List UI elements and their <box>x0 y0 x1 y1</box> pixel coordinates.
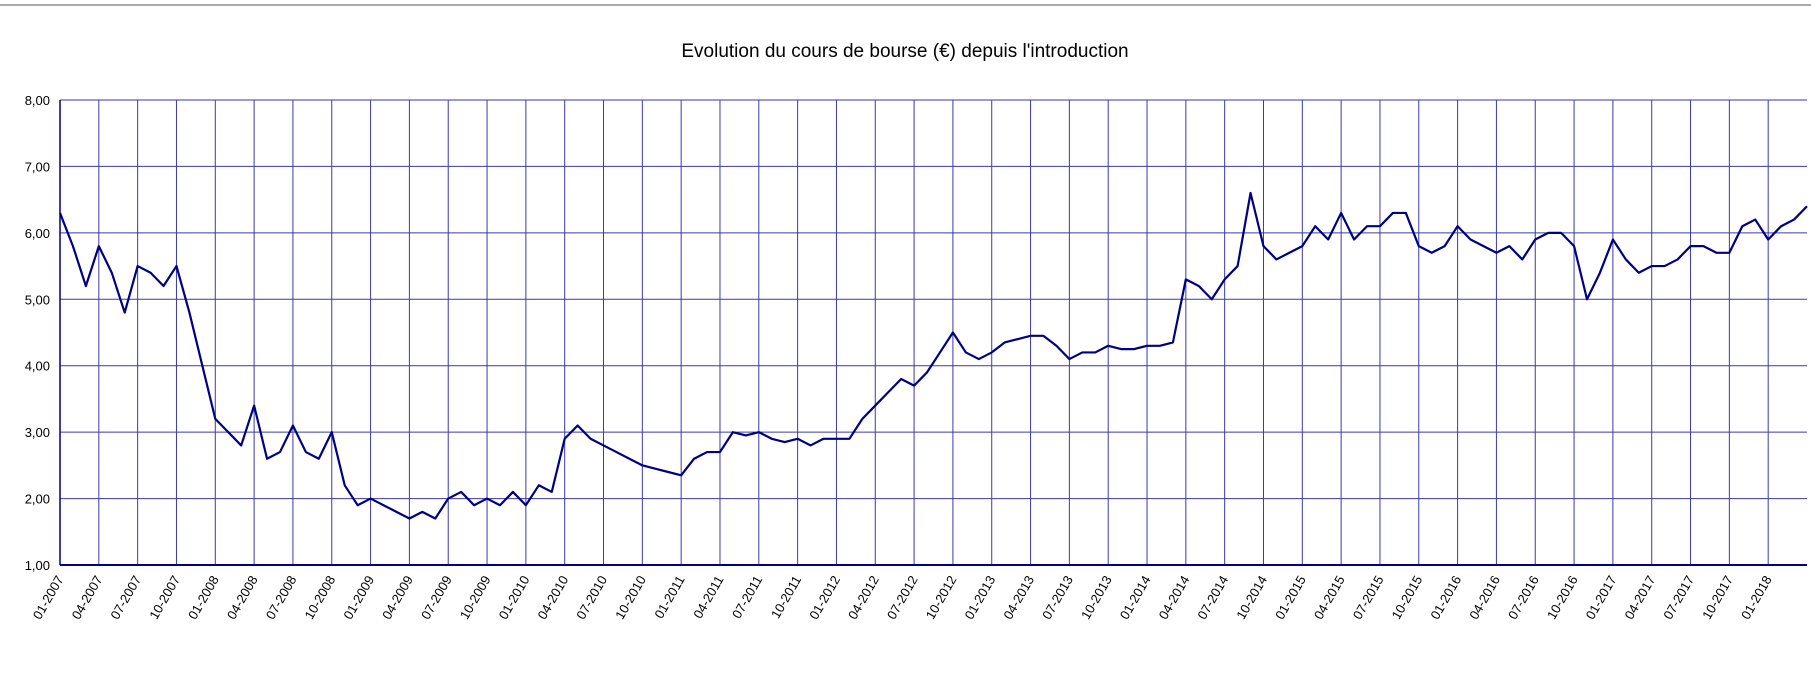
chart-title: Evolution du cours de bourse (€) depuis … <box>681 41 1128 62</box>
x-tick-label: 04-2011 <box>690 573 726 621</box>
x-tick-label: 01-2007 <box>30 573 67 622</box>
price-line <box>58 191 1808 520</box>
y-tick-label: 7,00 <box>25 159 50 174</box>
x-tick-label: 10-2016 <box>1544 573 1581 622</box>
y-tick-label: 2,00 <box>25 492 50 507</box>
x-tick-label: 07-2009 <box>418 573 455 622</box>
x-tick-label: 10-2011 <box>768 573 804 621</box>
x-tick-label: 01-2018 <box>1738 573 1775 622</box>
y-tick-label: 3,00 <box>25 425 50 440</box>
x-tick-label: 04-2010 <box>534 573 571 622</box>
y-tick-label: 4,00 <box>25 359 50 374</box>
x-tick-label: 10-2015 <box>1389 573 1426 622</box>
x-tick-label: 01-2008 <box>185 573 222 622</box>
x-tick-label: 04-2014 <box>1156 573 1193 622</box>
x-tick-label: 04-2007 <box>69 573 106 622</box>
x-tick-label: 10-2007 <box>146 573 183 622</box>
x-tick-label: 07-2007 <box>107 573 144 622</box>
y-tick-label: 6,00 <box>25 226 50 241</box>
x-tick-label: 04-2016 <box>1466 573 1503 622</box>
y-tick-label: 1,00 <box>25 558 50 573</box>
y-tick-label: 5,00 <box>25 292 50 307</box>
x-tick-label: 07-2008 <box>263 573 300 622</box>
x-tick-label: 10-2014 <box>1233 573 1270 622</box>
x-tick-label: 07-2010 <box>573 573 610 622</box>
x-tick-label: 10-2013 <box>1078 573 1115 622</box>
x-tick-label: 07-2016 <box>1505 573 1542 622</box>
x-tick-label: 01-2009 <box>340 573 377 622</box>
y-tick-label: 8,00 <box>25 93 50 108</box>
x-tick-label: 01-2017 <box>1583 573 1620 622</box>
x-tick-label: 07-2012 <box>884 573 921 622</box>
x-tick-label: 01-2012 <box>806 573 843 622</box>
x-tick-label: 10-2008 <box>302 573 339 622</box>
x-tick-label: 01-2015 <box>1272 573 1309 622</box>
x-tick-label: 07-2015 <box>1350 573 1387 622</box>
x-tick-label: 01-2010 <box>496 573 533 622</box>
x-tick-label: 04-2008 <box>224 573 261 622</box>
x-tick-label: 07-2011 <box>729 573 765 621</box>
x-tick-label: 01-2016 <box>1427 573 1464 622</box>
x-tick-label: 01-2014 <box>1117 573 1154 622</box>
x-tick-label: 07-2017 <box>1660 573 1697 622</box>
x-tick-label: 10-2010 <box>612 573 649 622</box>
x-tick-label: 07-2014 <box>1194 573 1231 622</box>
x-tick-label: 04-2013 <box>1000 573 1037 622</box>
x-tick-label: 07-2013 <box>1039 573 1076 622</box>
x-tick-label: 10-2009 <box>457 573 494 622</box>
x-tick-label: 04-2015 <box>1311 573 1348 622</box>
x-tick-label: 01-2013 <box>961 573 998 622</box>
x-tick-label: 10-2017 <box>1699 573 1736 622</box>
x-tick-label: 01-2011 <box>651 573 687 621</box>
x-tick-label: 04-2009 <box>379 573 416 622</box>
x-tick-label: 04-2012 <box>845 573 882 622</box>
x-tick-label: 10-2012 <box>923 573 960 622</box>
x-tick-label: 04-2017 <box>1621 573 1658 622</box>
